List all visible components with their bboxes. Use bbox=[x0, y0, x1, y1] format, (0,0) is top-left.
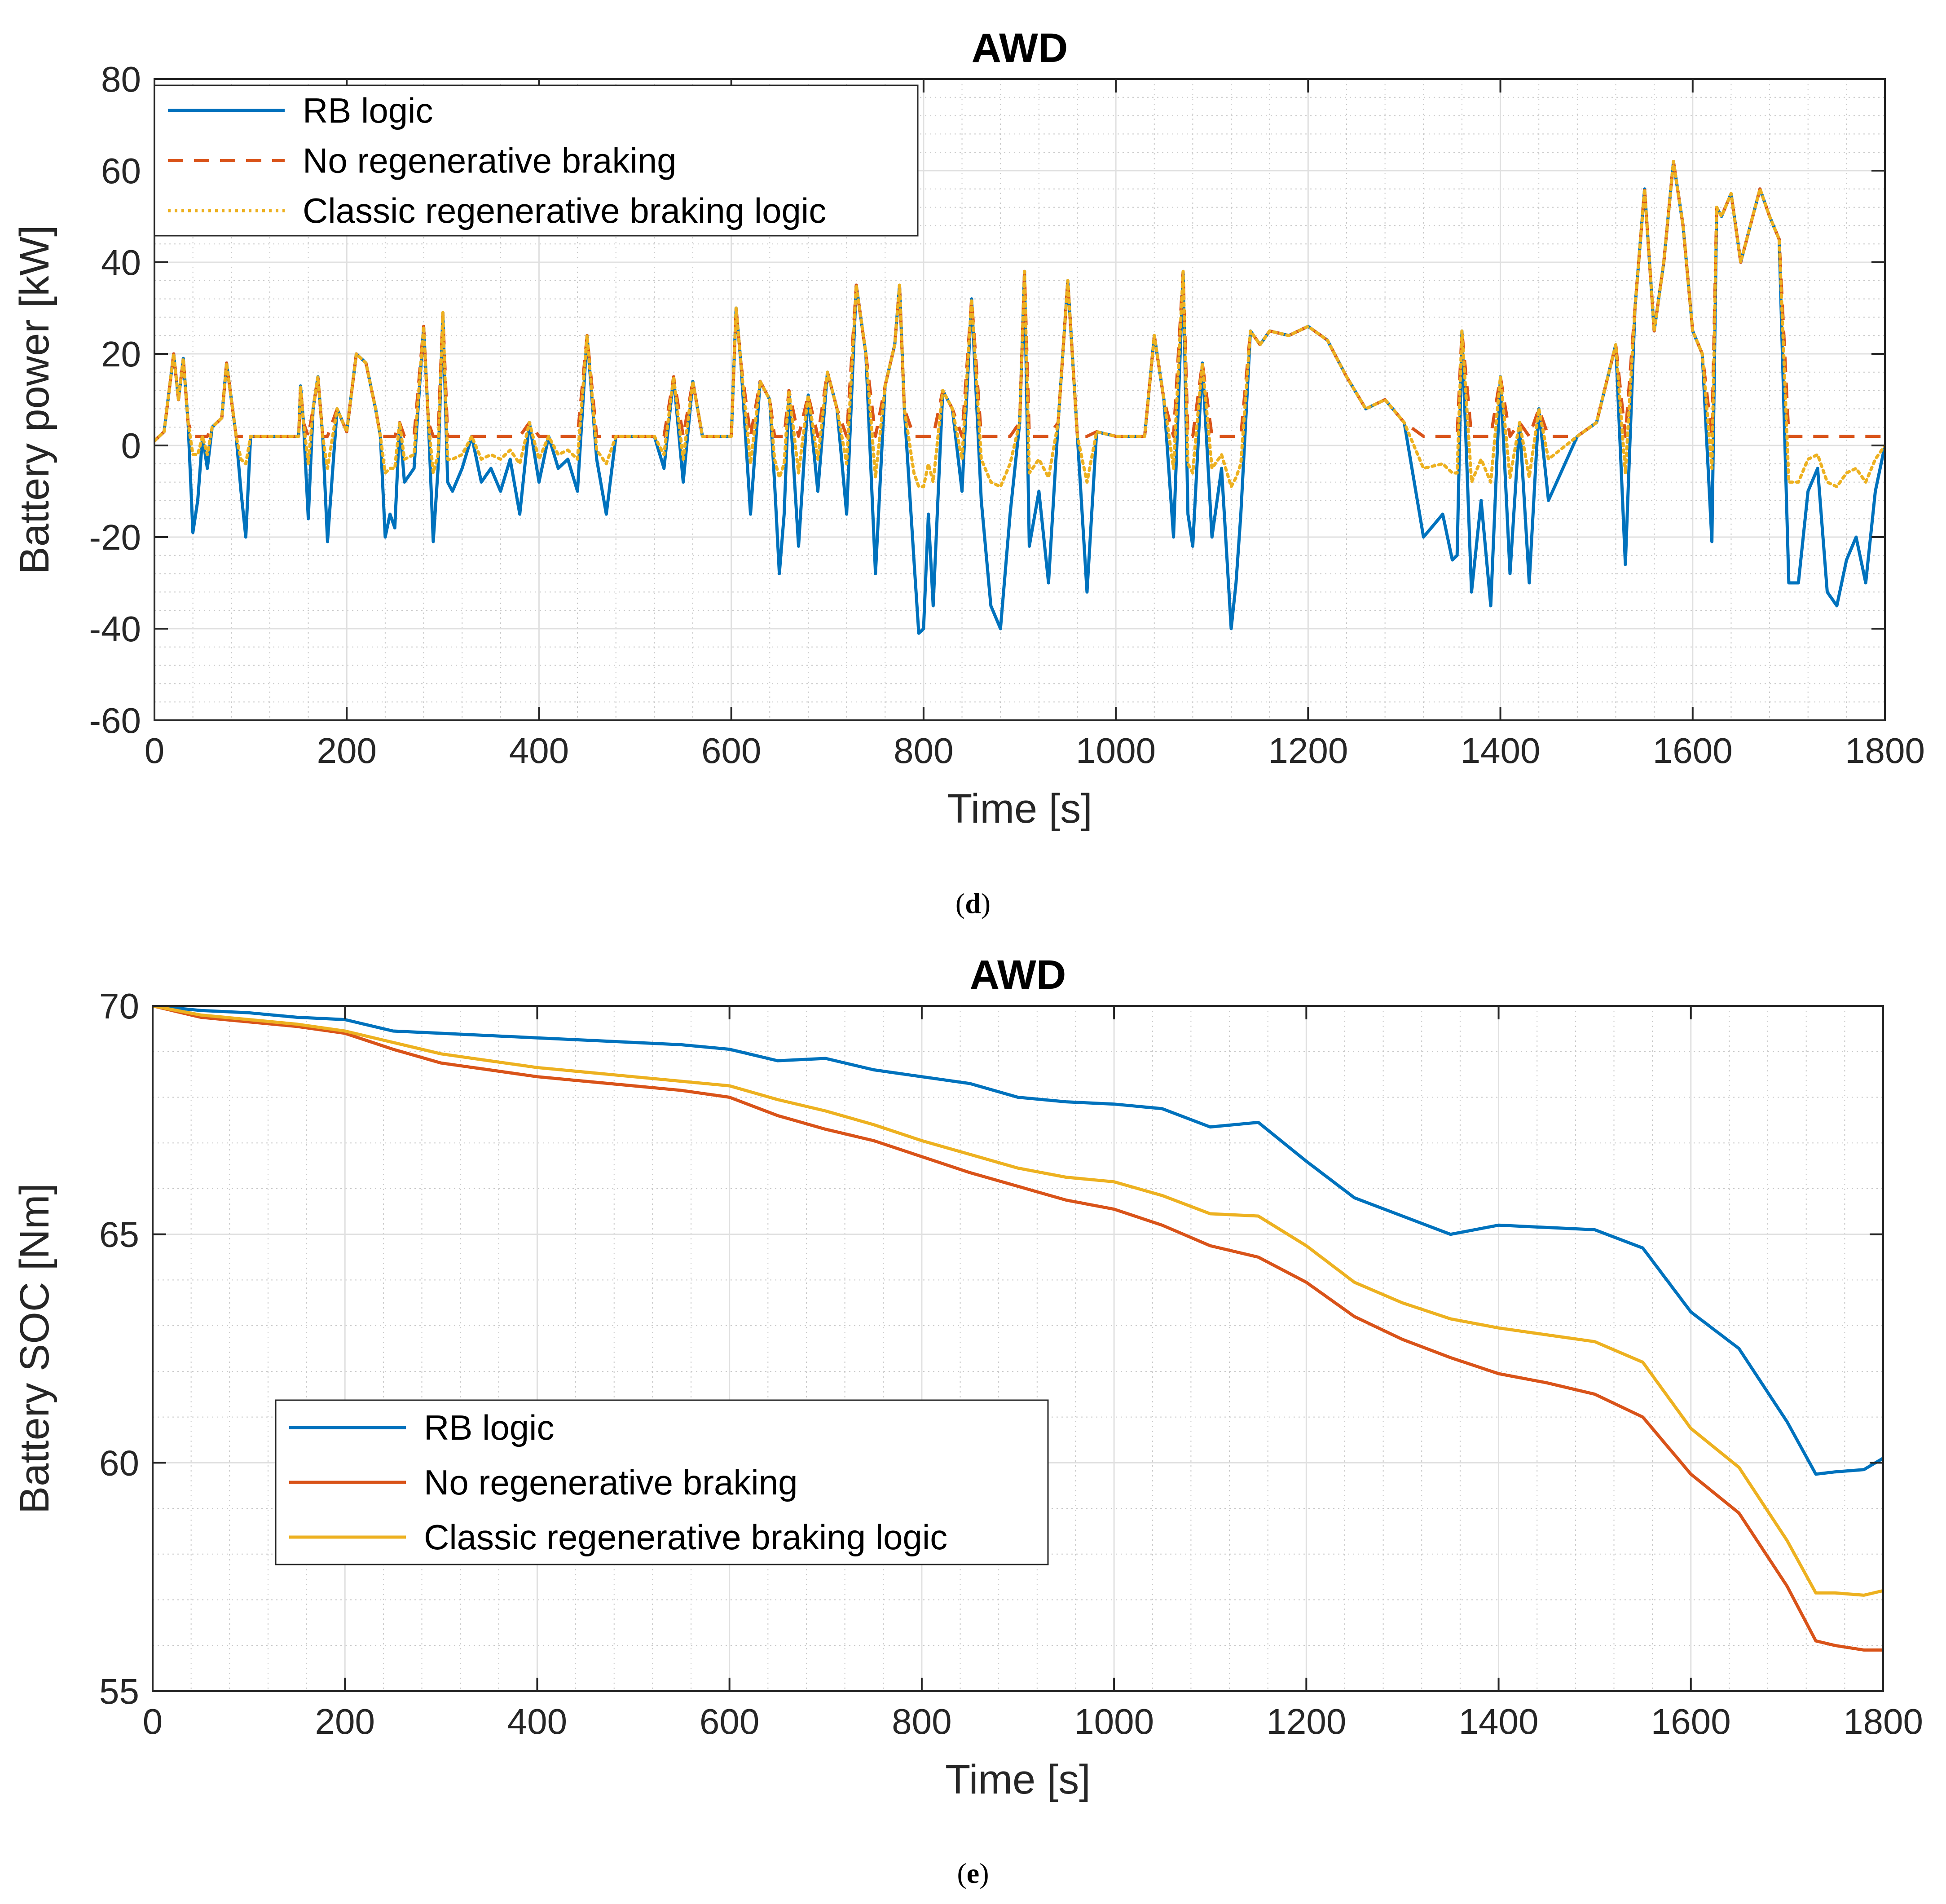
plot-area bbox=[153, 1006, 1883, 1691]
chart-1: 0 200 400 600 800 1000 1200 1400 1600 1800 55 60 65 7… bbox=[12, 952, 1923, 1803]
series-group bbox=[153, 1006, 1883, 1652]
series-group bbox=[154, 160, 1885, 635]
x-tick-label: 1200 bbox=[1268, 731, 1348, 771]
series-line-no-regenerative-braking bbox=[153, 1006, 1883, 1652]
legend-label-rb-logic: RB logic bbox=[424, 1408, 554, 1447]
legend-label-no-regenerative-braking: No regenerative braking bbox=[424, 1463, 797, 1502]
series-line-classic-regenerative-braking-logic bbox=[154, 160, 1885, 489]
y-tick-label: -40 bbox=[89, 609, 141, 649]
x-tick-label: 200 bbox=[315, 1701, 374, 1741]
x-tick-label: 1000 bbox=[1074, 1701, 1154, 1741]
y-tick-label: 55 bbox=[99, 1671, 139, 1711]
y-tick-label: 65 bbox=[99, 1215, 139, 1255]
chart-title: AWD bbox=[970, 952, 1066, 998]
y-axis-label: Battery SOC [Nm] bbox=[12, 1183, 57, 1514]
x-tick-label: 800 bbox=[892, 1701, 951, 1741]
x-tick-label: 1800 bbox=[1843, 1701, 1923, 1741]
legend-label-rb-logic: RB logic bbox=[303, 91, 433, 130]
y-tick-label: 70 bbox=[99, 986, 139, 1026]
y-tick-label: 0 bbox=[121, 426, 141, 466]
x-tick-label: 0 bbox=[143, 1701, 163, 1741]
x-axis-label: Time [s] bbox=[947, 786, 1092, 832]
x-tick-label: 200 bbox=[317, 731, 376, 771]
axes-box bbox=[154, 78, 1886, 721]
y-tick-label: -60 bbox=[89, 701, 141, 740]
legend-label-no-regenerative-braking: No regenerative braking bbox=[303, 141, 676, 181]
y-tick-label: 80 bbox=[101, 59, 141, 99]
legend: RB logic No regenerative braking Classic r… bbox=[275, 1399, 1049, 1565]
legend: RB logic No regenerative braking Classic r… bbox=[154, 84, 919, 237]
x-tick-label: 1600 bbox=[1653, 731, 1733, 771]
axes-box bbox=[152, 1005, 1884, 1692]
x-tick-label: 400 bbox=[507, 1701, 567, 1741]
panel-d-caption: (d) bbox=[955, 887, 991, 919]
chart-title: AWD bbox=[972, 25, 1068, 71]
x-axis-label: Time [s] bbox=[945, 1757, 1091, 1803]
x-tick-label: 400 bbox=[509, 731, 569, 771]
x-tick-label: 1800 bbox=[1845, 731, 1925, 771]
series-line-rb-logic bbox=[153, 1006, 1883, 1476]
y-tick-label: 20 bbox=[101, 334, 141, 374]
x-tick-label: 1000 bbox=[1076, 731, 1156, 771]
x-tick-label: 800 bbox=[894, 731, 953, 771]
legend-label-classic-regenerative-braking-logic: Classic regenerative braking logic bbox=[424, 1517, 947, 1557]
y-tick-label: 40 bbox=[101, 242, 141, 282]
x-tick-label: 1600 bbox=[1651, 1701, 1731, 1741]
y-axis-label: Battery power [kW] bbox=[12, 225, 57, 574]
x-tick-label: 1400 bbox=[1459, 1701, 1539, 1741]
chart-0: 0 200 400 600 800 1000 1200 1400 1600 1800-60-40-… bbox=[12, 25, 1925, 832]
x-tick-label: 0 bbox=[145, 731, 165, 771]
panel-e-caption: (e) bbox=[957, 1857, 989, 1889]
x-tick-label: 600 bbox=[700, 1701, 759, 1741]
series-line-classic-regenerative-braking-logic bbox=[153, 1006, 1883, 1597]
x-tick-label: 1400 bbox=[1461, 731, 1541, 771]
x-tick-label: 600 bbox=[701, 731, 761, 771]
y-tick-label: 60 bbox=[99, 1443, 139, 1483]
y-tick-label: -20 bbox=[89, 517, 141, 557]
legend-label-classic-regenerative-braking-logic: Classic regenerative braking logic bbox=[303, 191, 826, 230]
x-tick-label: 1200 bbox=[1266, 1701, 1346, 1741]
y-tick-label: 60 bbox=[101, 151, 141, 191]
